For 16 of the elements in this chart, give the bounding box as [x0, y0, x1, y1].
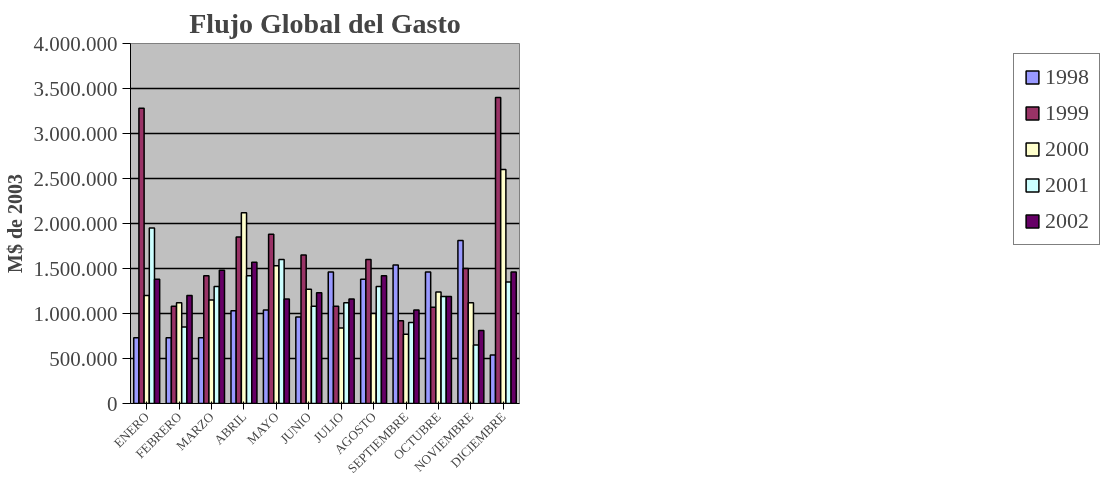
y-tick-label: 2.500.000: [33, 166, 118, 191]
legend-label: 2001: [1045, 172, 1089, 198]
y-tick-label: 4.000.000: [33, 31, 118, 56]
y-tick-label: 1.500.000: [33, 256, 118, 281]
y-tick-label: 1.000.000: [33, 301, 118, 326]
legend-label: 2002: [1045, 208, 1089, 234]
legend-label: 1998: [1045, 64, 1089, 90]
y-tick-label: 2.000.000: [33, 211, 118, 236]
y-axis-title: M$ de 2003: [3, 174, 26, 273]
y-tick-label: 500.000: [49, 346, 118, 371]
legend-label: 2000: [1045, 136, 1089, 162]
y-tick-label: 3.000.000: [33, 121, 118, 146]
y-tick-label: 0: [107, 391, 118, 416]
legend-label: 1999: [1045, 100, 1089, 126]
chart-title: Flujo Global del Gasto: [189, 7, 461, 39]
y-tick-label: 3.500.000: [33, 76, 118, 101]
